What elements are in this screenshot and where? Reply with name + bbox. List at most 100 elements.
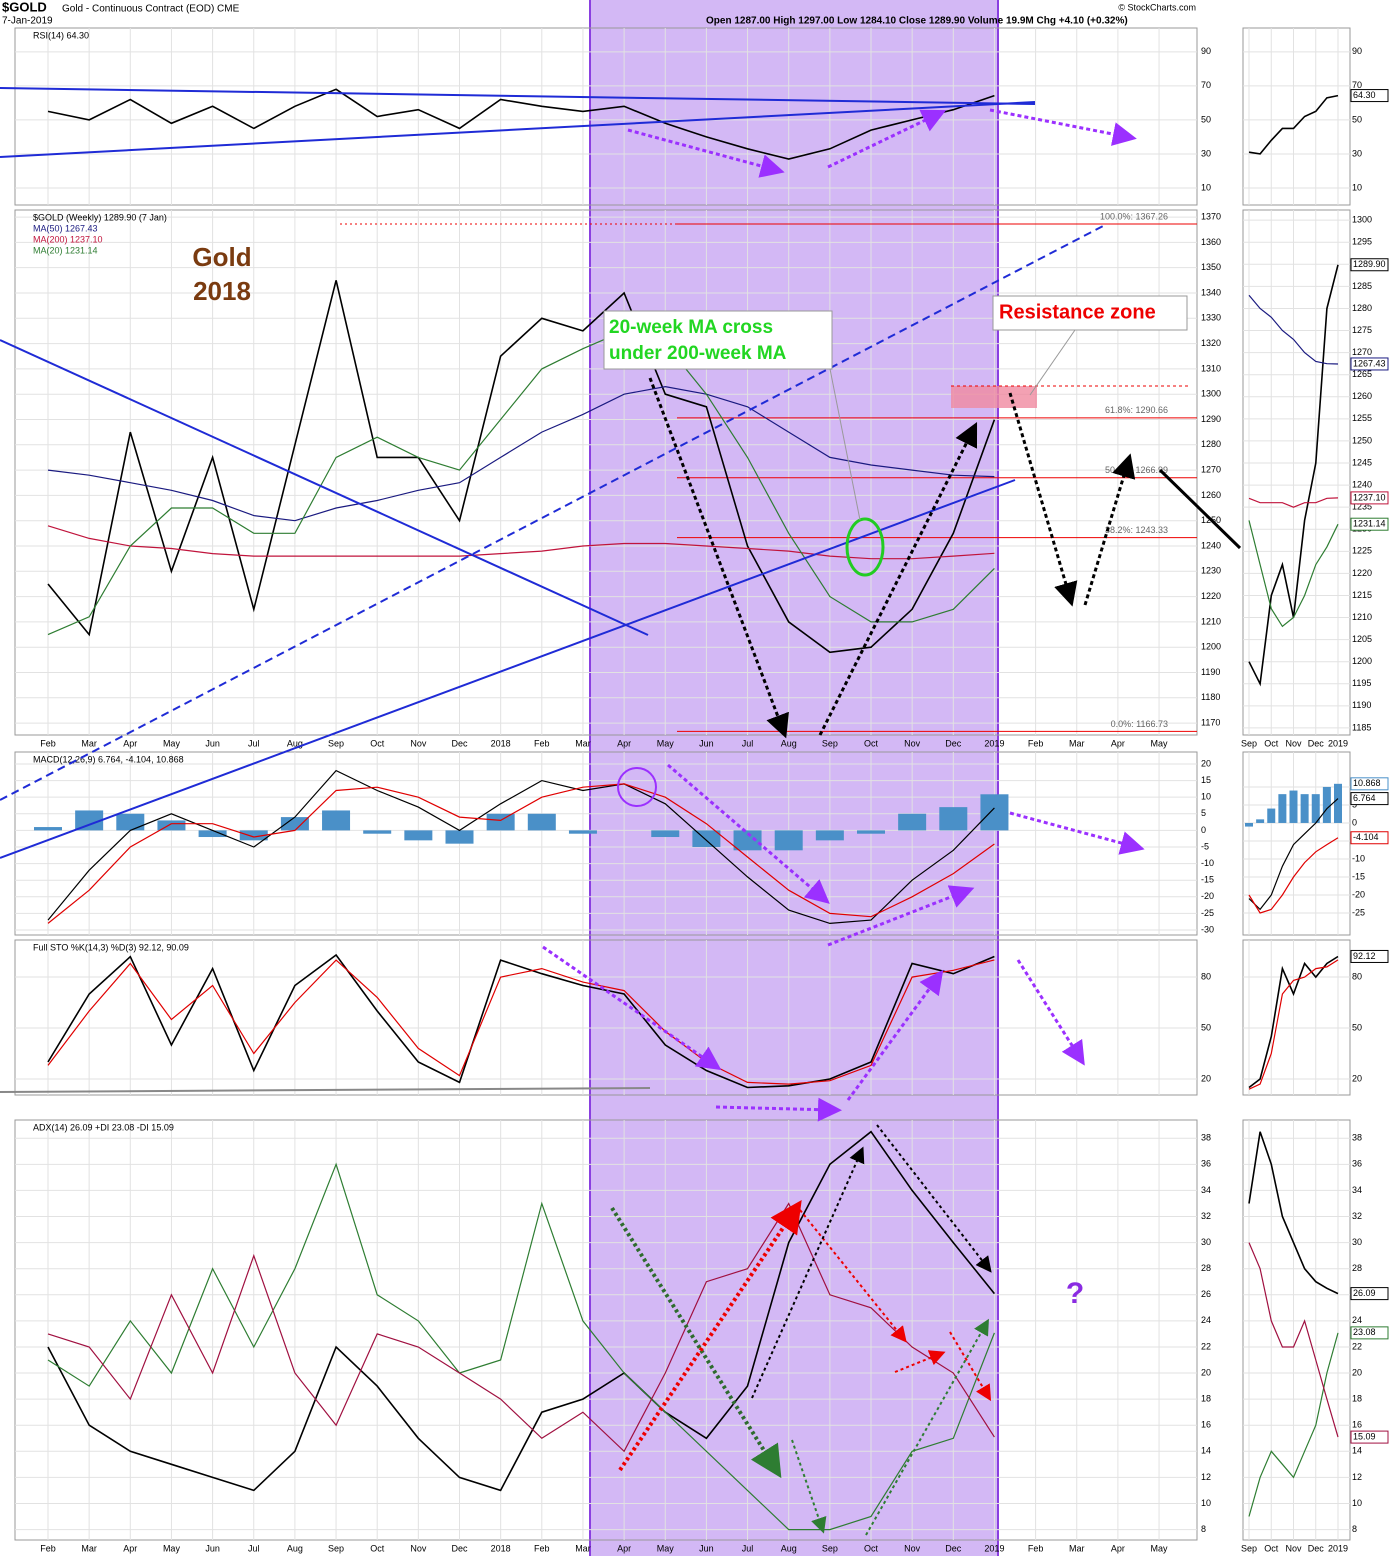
y-tick-label: 0 bbox=[1201, 825, 1206, 835]
fib-label: 61.8%: 1290.66 bbox=[1105, 405, 1168, 415]
histogram-bar bbox=[1278, 794, 1287, 823]
histogram-bar bbox=[404, 830, 433, 841]
y-tick-label: 1210 bbox=[1201, 616, 1221, 626]
x-tick-label: Oct bbox=[864, 738, 879, 748]
x-tick-label: Oct bbox=[370, 738, 385, 748]
y-tick-label: 18 bbox=[1352, 1394, 1362, 1404]
y-tick-label: -10 bbox=[1352, 853, 1365, 863]
y-tick-label: 8 bbox=[1352, 1524, 1357, 1534]
histogram-bar bbox=[1245, 822, 1253, 827]
y-tick-label: 10 bbox=[1201, 792, 1211, 802]
histogram-bar bbox=[939, 807, 968, 831]
x-tick-label: Nov bbox=[904, 1543, 921, 1553]
histogram-bar bbox=[1300, 794, 1309, 823]
y-tick-label: 36 bbox=[1352, 1159, 1362, 1169]
histogram-bar bbox=[363, 830, 392, 834]
histogram-bar bbox=[898, 813, 927, 831]
y-tick-label: 70 bbox=[1201, 80, 1211, 90]
x-tick-label: Jul bbox=[742, 738, 754, 748]
x-tick-label: Feb bbox=[1028, 1543, 1044, 1553]
series-line bbox=[47, 1202, 995, 1453]
arrow bbox=[865, 1318, 989, 1536]
legend-title: MACD(12,26,9) 6.764, -4.104, 10.868 bbox=[33, 754, 184, 764]
arrow bbox=[1009, 811, 1145, 855]
x-tick-label: Feb bbox=[40, 738, 56, 748]
y-tick-label: 1190 bbox=[1201, 667, 1220, 677]
x-tick-label: Jun bbox=[205, 738, 220, 748]
y-tick-label: 1260 bbox=[1352, 391, 1372, 401]
panel-frame bbox=[1242, 1119, 1351, 1541]
x-tick-label: 2018 bbox=[491, 738, 511, 748]
y-tick-label: 36 bbox=[1201, 1159, 1211, 1169]
x-tick-label: Jun bbox=[699, 1543, 714, 1553]
histogram-bar bbox=[322, 810, 351, 831]
callout-box bbox=[603, 310, 833, 370]
series-line bbox=[1248, 959, 1339, 1090]
x-tick-label: Aug bbox=[287, 1543, 303, 1553]
histogram-bar bbox=[980, 794, 1009, 831]
x-tick-label: Oct bbox=[1264, 738, 1279, 748]
x-tick-label: Aug bbox=[287, 738, 303, 748]
legend-entry: RSI(14) 64.30 bbox=[33, 30, 89, 40]
x-tick-label: Feb bbox=[534, 738, 550, 748]
value-label: 64.30 bbox=[1353, 90, 1376, 100]
value-label: 92.12 bbox=[1353, 951, 1376, 961]
cross-circle bbox=[617, 767, 657, 807]
value-label: 1267.43 bbox=[1353, 358, 1386, 368]
x-tick-label: Feb bbox=[534, 1543, 550, 1553]
panel-frame bbox=[1242, 751, 1351, 936]
arrow bbox=[715, 1097, 842, 1122]
y-tick-label: 10 bbox=[1201, 182, 1211, 192]
y-tick-label: 1190 bbox=[1352, 700, 1371, 710]
callout-pointer bbox=[829, 368, 861, 521]
y-tick-label: 1170 bbox=[1201, 717, 1220, 727]
x-tick-label: Mar bbox=[1069, 1543, 1085, 1553]
x-tick-label: Apr bbox=[617, 1543, 631, 1553]
value-label-box bbox=[1350, 777, 1389, 791]
value-label: 1289.90 bbox=[1353, 259, 1386, 269]
y-tick-label: 34 bbox=[1352, 1185, 1362, 1195]
value-label-box bbox=[1350, 1326, 1389, 1340]
value-label-box bbox=[1350, 831, 1389, 845]
histogram-bar bbox=[651, 830, 680, 838]
x-tick-label: Dec bbox=[945, 738, 962, 748]
y-tick-label: 1200 bbox=[1352, 656, 1372, 666]
fib-label: 100.0%: 1367.26 bbox=[1100, 211, 1168, 221]
series-line bbox=[47, 953, 995, 1089]
y-tick-label: 20 bbox=[1201, 1073, 1211, 1083]
instrument: Gold - Continuous Contract (EOD) CME bbox=[62, 4, 240, 15]
series-line bbox=[47, 959, 995, 1085]
y-tick-label: 1200 bbox=[1201, 642, 1221, 652]
histogram-bar bbox=[527, 813, 556, 831]
value-label-box bbox=[1350, 89, 1389, 103]
y-tick-label: 1215 bbox=[1352, 590, 1372, 600]
y-tick-label: 30 bbox=[1352, 1237, 1362, 1247]
y-tick-label: 16 bbox=[1352, 1420, 1362, 1430]
value-label-box bbox=[1350, 357, 1389, 371]
value-label: 6.764 bbox=[1353, 793, 1376, 803]
series-line bbox=[1248, 94, 1339, 155]
y-tick-label: 1350 bbox=[1201, 262, 1221, 272]
y-tick-label: 30 bbox=[1201, 1237, 1211, 1247]
series-line bbox=[1248, 1131, 1339, 1295]
histogram-bar bbox=[1256, 819, 1265, 823]
x-tick-label: Dec bbox=[451, 738, 468, 748]
value-label: -4.104 bbox=[1353, 832, 1379, 842]
fib-label: 38.2%: 1243.33 bbox=[1105, 525, 1168, 535]
x-tick-label: Mar bbox=[81, 738, 97, 748]
y-tick-label: 30 bbox=[1352, 148, 1362, 158]
cross-circle bbox=[845, 517, 885, 577]
x-tick-label: Nov bbox=[410, 738, 427, 748]
x-tick-label: Feb bbox=[40, 1543, 56, 1553]
y-tick-label: 1265 bbox=[1352, 369, 1372, 379]
value-label-box bbox=[1350, 792, 1389, 806]
x-tick-label: Oct bbox=[370, 1543, 385, 1553]
y-tick-label: 18 bbox=[1201, 1394, 1211, 1404]
gold-label: 2018 bbox=[193, 276, 251, 306]
legend-entry: MA(50) 1267.43 bbox=[33, 223, 98, 233]
y-tick-label: 12 bbox=[1352, 1472, 1362, 1482]
histogram-bar bbox=[774, 830, 803, 851]
x-tick-label: Jul bbox=[248, 1543, 260, 1553]
x-tick-label: Apr bbox=[1111, 1543, 1125, 1553]
